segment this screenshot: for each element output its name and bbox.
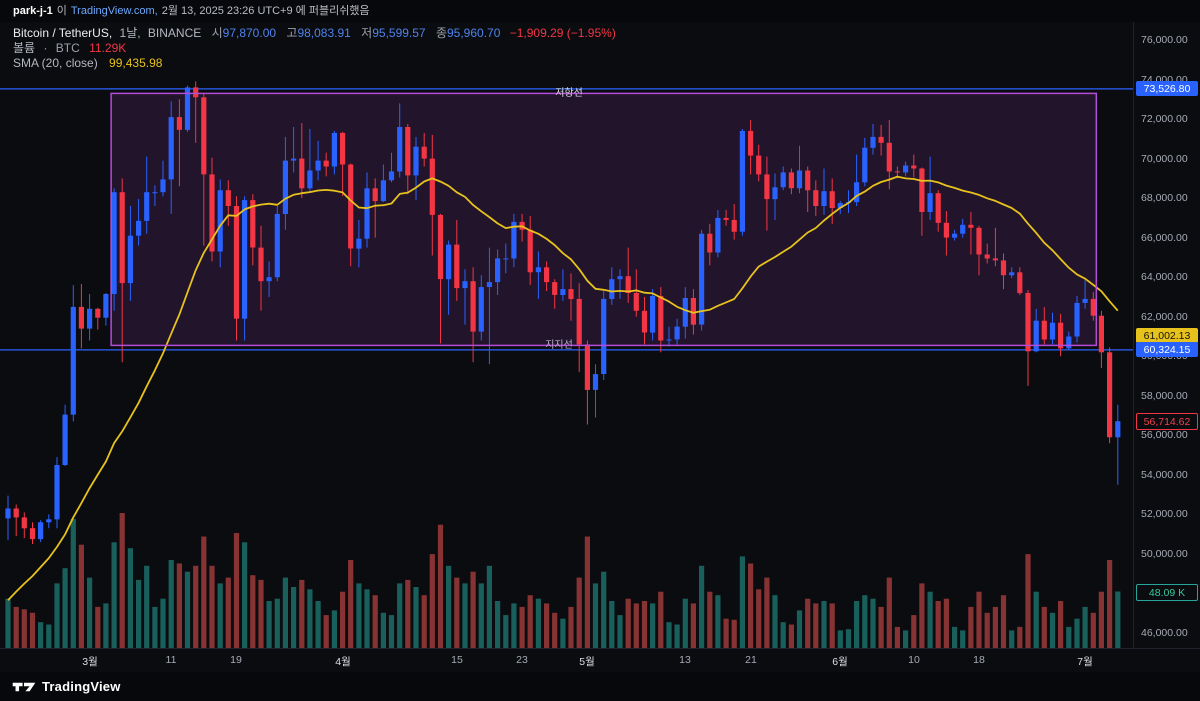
drawing-rectangle-border[interactable] [110, 92, 1098, 347]
price-tick-label: 76,000.00 [1141, 34, 1188, 46]
tradingview-logo-text[interactable]: TradingView [42, 679, 121, 694]
volume-value-label[interactable]: 48.09 K [1136, 584, 1198, 601]
sma-study-label[interactable]: SMA (20, close) [13, 56, 98, 70]
tradingview-link[interactable]: TradingView.com, [70, 5, 158, 17]
sma-row: SMA (20, close) 99,435.98 [13, 56, 616, 71]
resistance-text-label[interactable]: 저항선 [555, 87, 583, 99]
price-tick-label: 46,000.00 [1141, 627, 1188, 639]
volume-reading: 11.29K [89, 41, 127, 55]
chart-legend: Bitcoin / TetherUS, 1날, BINANCE 시97,870.… [13, 26, 616, 71]
time-axis[interactable]: 3월 11 19 4월 15 23 5월 13 21 6월 10 18 7월 [0, 648, 1200, 673]
time-tick-label: 7월 [1077, 656, 1093, 668]
time-tick-label: 21 [745, 654, 757, 666]
sma-price-label[interactable]: 61,002.13 [1136, 328, 1198, 343]
publish-bar: park-j-1 이 TradingView.com, 2월 13, 2025 23:… [0, 0, 1200, 22]
low-label: 저 [361, 26, 373, 40]
support-line-price-label[interactable]: 60,324.15 [1136, 342, 1198, 357]
volume-dot: · [43, 41, 48, 55]
volume-unit: BTC [55, 41, 80, 55]
high-value: 98,083.91 [297, 26, 351, 40]
time-tick-label: 3월 [82, 656, 98, 668]
time-tick-label: 10 [908, 654, 920, 666]
time-tick-label: 15 [451, 654, 463, 666]
tradingview-logo-icon[interactable] [12, 679, 36, 695]
price-tick-label: 64,000.00 [1141, 271, 1188, 283]
price-tick-label: 54,000.00 [1141, 469, 1188, 481]
price-tick-label: 62,000.00 [1141, 311, 1188, 323]
price-tick-label: 66,000.00 [1141, 232, 1188, 244]
sma-reading: 99,435.98 [109, 56, 163, 70]
price-tick-label: 56,000.00 [1141, 429, 1188, 441]
time-tick-label: 5월 [579, 656, 595, 668]
price-tick-label: 68,000.00 [1141, 192, 1188, 204]
candles [5, 81, 1121, 544]
support-text-label[interactable]: 지지선 [545, 339, 573, 351]
time-tick-label: 19 [230, 654, 242, 666]
volume-row: 볼륨 · BTC 11.29K [13, 41, 616, 56]
time-tick-label: 23 [516, 654, 528, 666]
change-value: −1,909.29 (−1.95%) [509, 26, 616, 40]
price-axis[interactable]: 76,000.00 74,000.00 72,000.00 70,000.00 68,0… [1133, 22, 1200, 648]
price-tick-label: 52,000.00 [1141, 508, 1188, 520]
publish-particle: 이 [56, 5, 67, 17]
high-label: 고 [286, 26, 298, 40]
open-value: 97,870.00 [222, 26, 277, 40]
price-tick-label: 50,000.00 [1141, 548, 1188, 560]
footer-bar: TradingView [0, 672, 1200, 701]
time-tick-label: 6월 [832, 656, 848, 668]
price-tick-label: 58,000.00 [1141, 390, 1188, 402]
publish-date: 2월 13, 2025 23:26 UTC+9 에 퍼블리쉬했음 [161, 5, 370, 17]
exchange-label[interactable]: BINANCE [147, 26, 202, 40]
symbol-row: Bitcoin / TetherUS, 1날, BINANCE 시97,870.… [13, 26, 616, 41]
close-value: 95,960.70 [447, 26, 501, 40]
low-value: 95,599.57 [372, 26, 426, 40]
interval-label[interactable]: 1날, [119, 26, 141, 40]
price-tick-label: 70,000.00 [1141, 153, 1188, 165]
time-tick-label: 4월 [335, 656, 351, 668]
time-tick-label: 18 [973, 654, 985, 666]
sma-line [7, 175, 1119, 601]
author-name[interactable]: park-j-1 [13, 5, 53, 17]
price-tick-label: 72,000.00 [1141, 113, 1188, 125]
volume-study-label[interactable]: 볼륨 [13, 41, 36, 55]
time-tick-label: 13 [679, 654, 691, 666]
resistance-line-price-label[interactable]: 73,526.80 [1136, 81, 1198, 96]
symbol-title[interactable]: Bitcoin / TetherUS, [13, 26, 113, 40]
close-label: 종 [435, 26, 447, 40]
open-label: 시 [211, 26, 223, 40]
volume-bars [5, 513, 1121, 648]
last-price-label[interactable]: 56,714.62 [1136, 413, 1198, 430]
time-tick-label: 11 [165, 654, 177, 666]
